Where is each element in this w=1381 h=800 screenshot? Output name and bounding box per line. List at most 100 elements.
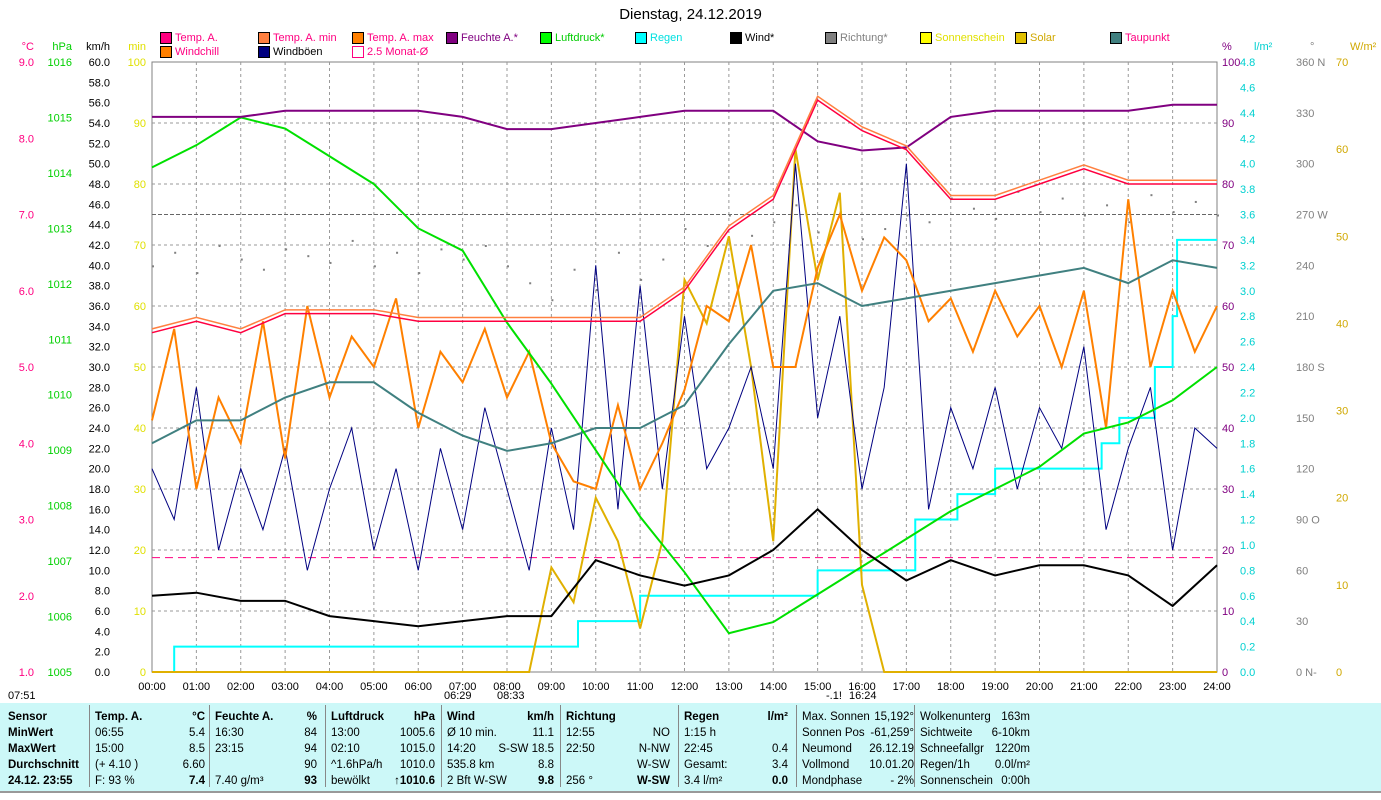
column-separator <box>441 705 442 787</box>
axis-tick-solar: 50 <box>1336 231 1348 243</box>
panel-value: 5.4 <box>189 727 205 739</box>
panel-value: ↑1010.6 <box>394 775 435 787</box>
axis-tick-rain: 2.4 <box>1240 362 1255 374</box>
direction-point <box>906 214 909 217</box>
chart-canvas: °C9.08.07.06.05.04.03.02.01.0hPa10161015… <box>19 41 1377 693</box>
axis-tick-direction: 120 <box>1296 464 1314 476</box>
direction-point <box>1106 204 1109 207</box>
panel-value: 26.12.19 <box>869 743 914 755</box>
direction-point <box>617 251 620 254</box>
panel-label: Temp. A. <box>95 711 143 723</box>
axis-tick-wind: 52.0 <box>89 138 110 150</box>
panel-value: 6.60 <box>182 759 205 771</box>
direction-point <box>1194 200 1197 203</box>
axis-tick-sunmin: 90 <box>134 118 146 130</box>
axis-tick-solar: 20 <box>1336 493 1348 505</box>
axis-tick-temp: 7.0 <box>19 210 34 222</box>
axis-tick-pressure: 1013 <box>48 223 72 235</box>
panel-row: 22:50 N-NW <box>566 741 670 757</box>
panel-value: 0:00h <box>1001 775 1030 787</box>
x-tick-label: 03:00 <box>271 681 299 693</box>
panel-value: 0.0 <box>772 775 788 787</box>
axis-unit-rain: l/m² <box>1254 41 1273 53</box>
direction-point <box>1083 214 1086 217</box>
panel-label: Max. Sonnen <box>802 711 870 723</box>
legend-swatch <box>540 32 552 44</box>
panel-label: 1:15 h <box>684 727 716 739</box>
direction-point <box>662 258 665 261</box>
panel-label: 22:45 <box>684 743 713 755</box>
axis-tick-direction: 150 <box>1296 413 1314 425</box>
axis-tick-temp: 6.0 <box>19 286 34 298</box>
x-tick-label: 20:00 <box>1026 681 1054 693</box>
legend-swatch <box>160 32 172 44</box>
axis-tick-wind: 50.0 <box>89 159 110 171</box>
panel-label: Sonnen Pos <box>802 727 865 739</box>
panel-row: 06:55 5.4 <box>95 725 205 741</box>
direction-point <box>728 214 731 217</box>
panel-value: 15,192° <box>874 711 914 723</box>
x-tick-label: 14:00 <box>759 681 787 693</box>
axis-unit-solar: W/m² <box>1350 41 1377 53</box>
axis-tick-rain: 4.0 <box>1240 159 1255 171</box>
axis-tick-rain: 0.2 <box>1240 642 1255 654</box>
panel-row: W-SW <box>566 757 670 773</box>
panel-value: 3.4 <box>772 759 788 771</box>
panel-value: 0.0l/m² <box>994 759 1030 771</box>
column-separator <box>914 705 915 787</box>
panel-row: 14:20 S-SW 18.5 <box>447 741 554 757</box>
axis-tick-humidity: 60 <box>1222 301 1234 313</box>
axis-tick-direction: 240 <box>1296 260 1314 272</box>
axis-tick-wind: 2.0 <box>95 647 110 659</box>
x-tick-label: 10:00 <box>582 681 610 693</box>
legend-label: Temp. A. min <box>273 32 337 44</box>
panel-label: Mondphase <box>802 775 863 787</box>
x-tick-label: 07:00 <box>449 681 477 693</box>
sensor-column: Sensor MinWert MaxWert Durchschnitt 24.1… <box>8 709 88 789</box>
direction-point <box>462 258 465 261</box>
axis-tick-wind: 22.0 <box>89 443 110 455</box>
sunset-label: 16:24 <box>849 690 877 702</box>
temp-column: Temp. A. °C 06:55 5.4 15:00 8.5 (+ 4.10 ) 6.60 F… <box>95 709 205 789</box>
panel-label: 13:00 <box>331 727 360 739</box>
axis-tick-rain: 0.4 <box>1240 616 1255 628</box>
wind-series <box>151 507 1218 628</box>
legend-label: Wind* <box>745 32 775 44</box>
panel-row: 256 ° W-SW <box>566 773 670 789</box>
panel-label: bewölkt <box>331 775 370 787</box>
direction-point <box>1150 194 1153 197</box>
axis-tick-direction: 30 <box>1296 616 1308 628</box>
axis-tick-pressure: 1009 <box>48 445 72 457</box>
axis-tick-wind: 34.0 <box>89 321 110 333</box>
axis-tick-humidity: 10 <box>1222 606 1234 618</box>
direction-point <box>573 268 576 271</box>
panel-row: 13:00 1005.6 <box>331 725 435 741</box>
axis-tick-sunmin: 30 <box>134 484 146 496</box>
panel-row: Neumond 26.12.19 <box>802 741 914 757</box>
direction-point <box>196 272 199 275</box>
axis-tick-wind: 32.0 <box>89 342 110 354</box>
panel-label: 535.8 km <box>447 759 495 771</box>
legend-item: Regen <box>635 32 682 44</box>
panel-label: 14:20 <box>447 743 476 755</box>
panel-row: 23:15 94 <box>215 741 317 757</box>
legend-item: Windchill <box>160 46 219 58</box>
axis-tick-temp: 2.0 <box>19 591 34 603</box>
x-tick-label: 00:00 <box>138 681 166 693</box>
axis-tick-temp: 1.0 <box>19 667 34 679</box>
panel-row: Richtung <box>566 709 670 725</box>
x-tick-label: 02:00 <box>227 681 255 693</box>
x-tick-label: 09:00 <box>538 681 566 693</box>
axis-tick-rain: 0.6 <box>1240 591 1255 603</box>
axis-tick-pressure: 1007 <box>48 556 72 568</box>
panel-label: Schneefallgr <box>920 743 984 755</box>
panel-value: 7.4 <box>189 775 205 787</box>
x-tick-label: 16:00 <box>848 681 876 693</box>
axis-tick-direction: 300 <box>1296 159 1314 171</box>
axis-tick-rain: 0.8 <box>1240 565 1255 577</box>
panel-label: 23:15 <box>215 743 244 755</box>
column-separator <box>678 705 679 787</box>
panel-row: Wind km/h <box>447 709 554 725</box>
axis-tick-temp: 5.0 <box>19 362 34 374</box>
sunrise-label: 08:33 <box>497 690 525 702</box>
